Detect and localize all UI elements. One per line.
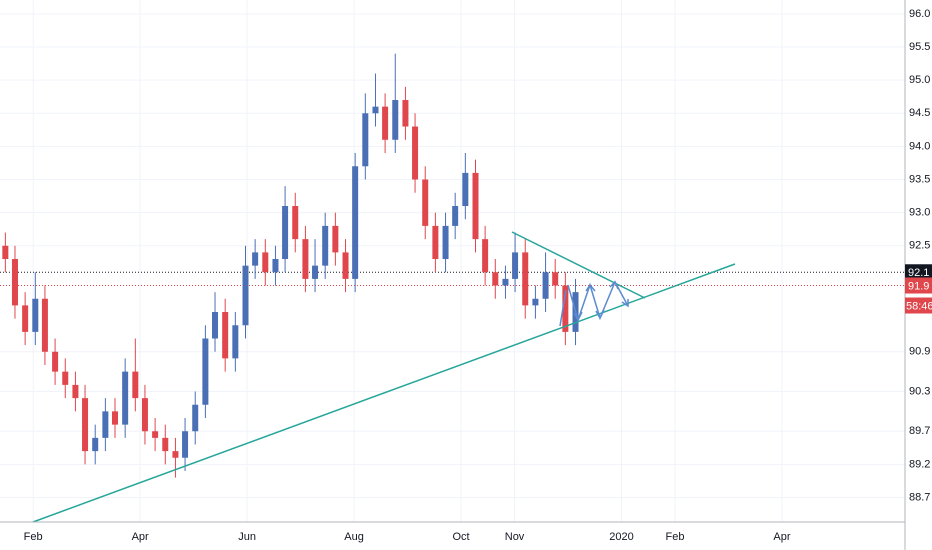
candle-body (542, 272, 549, 299)
candle-body (202, 338, 209, 405)
resistance-trendline (511, 231, 646, 299)
candle-body (522, 252, 529, 306)
countdown-tag (905, 297, 932, 314)
candle-body (332, 225, 339, 253)
candle-body (2, 245, 9, 260)
y-tick-label: 94.0 (909, 140, 930, 152)
candle-body (62, 371, 69, 385)
candle-body (72, 384, 79, 399)
candle-body (412, 126, 419, 180)
candle-body (182, 431, 189, 458)
y-tick-label: 88.7 (909, 491, 930, 503)
candle-body (532, 298, 539, 306)
x-tick-label: Feb (666, 531, 685, 543)
candle-body (292, 206, 299, 240)
candle-body (422, 179, 429, 226)
candle-body (312, 265, 319, 279)
x-tick-label: Jun (238, 531, 256, 543)
candle-body (322, 225, 329, 266)
candle-body (472, 172, 479, 240)
candle-body (362, 113, 369, 167)
candle-body (442, 225, 449, 260)
y-tick-label: 90.9 (909, 346, 930, 358)
y-tick-label: 95.0 (909, 74, 930, 86)
grid (0, 0, 905, 522)
y-tick-label: 93.0 (909, 207, 930, 219)
candle-body (302, 239, 309, 279)
y-tick-label: 93.5 (909, 173, 930, 185)
y-tick-label: 92.5 (909, 240, 930, 252)
candle-body (432, 225, 439, 260)
price-tags: 92.191.9 58:46 (905, 264, 932, 314)
y-tick-label: 95.5 (909, 41, 930, 53)
candle-body (212, 312, 219, 339)
candle-body (382, 106, 389, 140)
x-tick-label: Oct (452, 531, 469, 543)
axes: 96.0 95.5 95.0 94.5 94.0 93.5 93.0 92.5 90.9 90.3… (24, 8, 931, 543)
candle-body (232, 325, 239, 359)
price-tag (905, 264, 932, 281)
candle-body (102, 411, 109, 438)
candle-body (372, 106, 379, 114)
y-tick-label: 94.5 (909, 107, 930, 119)
candle-body (41, 298, 48, 352)
x-tick-label: Aug (344, 531, 364, 543)
candle-body (482, 239, 489, 273)
support-trendline (32, 263, 736, 523)
x-tick-label: 2020 (609, 531, 633, 543)
candle-body (342, 252, 349, 279)
candle-body (552, 272, 559, 286)
candle-body (502, 278, 509, 286)
x-tick-label: Apr (773, 531, 790, 543)
x-tick-label: Apr (132, 531, 149, 543)
projection-arrows (559, 289, 567, 327)
candle-body (172, 451, 179, 458)
candle-body (222, 312, 229, 359)
candle-body (52, 351, 59, 372)
candle-body (252, 252, 259, 266)
y-tick-label: 89.2 (909, 458, 930, 470)
candle-body (22, 305, 29, 332)
arrow-heads (573, 280, 629, 322)
candle-body (262, 252, 269, 273)
price-tag-label: 91.9 (908, 280, 929, 292)
candle-body (402, 100, 409, 127)
y-tick-label: 90.3 (909, 385, 930, 397)
candle-body (462, 172, 469, 207)
candle-body (282, 206, 289, 260)
x-tick-label: Nov (505, 531, 525, 543)
candle-body (192, 404, 199, 432)
candle-body (352, 166, 359, 279)
candle-body (562, 285, 569, 332)
candle-body (452, 206, 459, 226)
candle-body (162, 437, 169, 452)
candle-body (492, 272, 499, 286)
candle-body (392, 100, 399, 140)
price-lines (0, 271, 905, 287)
candle-body (132, 371, 139, 399)
price-tag (905, 277, 932, 294)
y-tick-label: 89.7 (909, 425, 930, 437)
candle-body (32, 298, 39, 332)
candle-body (152, 431, 159, 438)
candle-body (512, 252, 519, 279)
candle-body (92, 437, 99, 452)
countdown: 58:46 (906, 300, 932, 312)
candle-body (11, 259, 18, 306)
price-tag-label: 92.1 (908, 267, 929, 279)
candle-body (141, 398, 148, 432)
candle-body (122, 371, 129, 425)
y-tick-label: 96.0 (909, 8, 930, 20)
candle-body (111, 411, 118, 425)
drawings (32, 231, 736, 523)
candle-body (272, 259, 279, 273)
x-tick-label: Feb (24, 531, 43, 543)
candle-body (82, 398, 89, 452)
candle-body (242, 265, 249, 326)
